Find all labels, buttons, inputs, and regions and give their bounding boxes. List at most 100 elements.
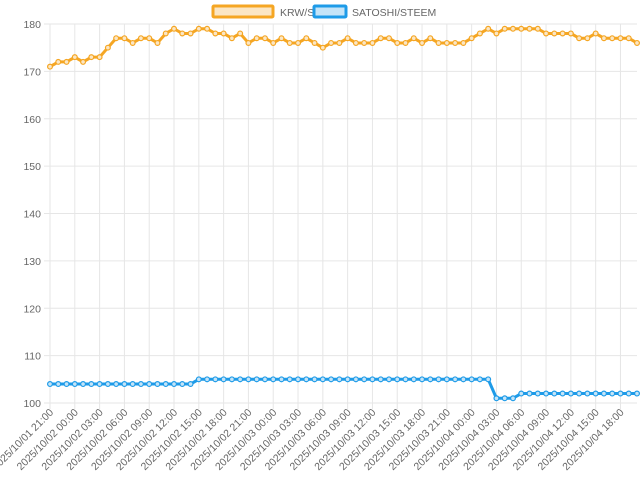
data-point	[129, 381, 136, 388]
data-point	[278, 376, 285, 383]
data-point	[137, 35, 144, 42]
data-point	[435, 39, 442, 46]
data-point	[476, 376, 483, 383]
data-point	[534, 390, 541, 397]
data-point	[410, 376, 417, 383]
data-point	[369, 376, 376, 383]
y-tick-label: 160	[23, 114, 41, 126]
data-point	[162, 30, 169, 37]
data-point	[633, 390, 640, 397]
data-point	[220, 376, 227, 383]
data-point	[63, 381, 70, 388]
data-point	[187, 30, 194, 37]
data-point	[443, 376, 450, 383]
data-point	[460, 376, 467, 383]
y-tick-label: 140	[23, 209, 41, 221]
data-point	[171, 381, 178, 388]
data-point	[245, 39, 252, 46]
data-point	[567, 30, 574, 37]
data-point	[501, 25, 508, 32]
data-point	[567, 390, 574, 397]
y-tick-label: 100	[23, 398, 41, 410]
y-tick-label: 110	[24, 351, 41, 363]
data-point	[55, 381, 62, 388]
data-point	[336, 39, 343, 46]
data-point	[245, 376, 252, 383]
data-point	[443, 39, 450, 46]
data-point	[137, 381, 144, 388]
data-point	[543, 390, 550, 397]
data-point	[212, 376, 219, 383]
data-point	[625, 35, 632, 42]
data-point	[212, 30, 219, 37]
data-point	[195, 376, 202, 383]
gridlines	[44, 23, 637, 409]
data-point	[319, 376, 326, 383]
data-point	[270, 376, 277, 383]
data-point	[113, 35, 120, 42]
data-point	[518, 25, 525, 32]
data-point	[71, 54, 78, 61]
data-point	[410, 35, 417, 42]
data-point	[584, 35, 591, 42]
legend-swatch	[211, 4, 275, 19]
legend: KRW/STEEM SATOSHI/STEEM	[211, 4, 436, 19]
series-line	[48, 27, 639, 69]
data-point	[261, 35, 268, 42]
data-point	[427, 35, 434, 42]
data-point	[419, 39, 426, 46]
data-point	[162, 381, 169, 388]
data-point	[385, 376, 392, 383]
data-point	[179, 30, 186, 37]
data-point	[501, 395, 508, 402]
y-tick-label: 150	[23, 161, 41, 173]
data-point	[253, 376, 260, 383]
data-point	[261, 376, 268, 383]
data-point	[71, 381, 78, 388]
data-point	[253, 35, 260, 42]
data-point	[220, 30, 227, 37]
data-point	[286, 376, 293, 383]
data-point	[328, 39, 335, 46]
data-point	[559, 390, 566, 397]
data-point	[179, 381, 186, 388]
data-point	[113, 381, 120, 388]
data-point	[171, 25, 178, 32]
data-point	[369, 39, 376, 46]
data-point	[419, 376, 426, 383]
data-point	[237, 376, 244, 383]
data-point	[295, 39, 302, 46]
data-point	[576, 35, 583, 42]
legend-label: SATOSHI/STEEM	[352, 7, 436, 19]
data-point	[344, 376, 351, 383]
data-point	[88, 54, 95, 61]
data-point	[319, 44, 326, 51]
data-point	[352, 39, 359, 46]
data-point	[311, 39, 318, 46]
data-point	[311, 376, 318, 383]
data-point	[559, 30, 566, 37]
y-tick-label: 120	[23, 303, 41, 315]
data-point	[96, 54, 103, 61]
data-point	[204, 25, 211, 32]
data-point	[187, 381, 194, 388]
data-point	[600, 35, 607, 42]
data-point	[278, 35, 285, 42]
data-point	[468, 376, 475, 383]
data-point	[534, 25, 541, 32]
data-point	[377, 35, 384, 42]
data-point	[518, 390, 525, 397]
y-tick-label: 180	[23, 19, 41, 31]
data-point	[584, 390, 591, 397]
data-point	[394, 376, 401, 383]
data-point	[80, 58, 87, 65]
data-point	[592, 390, 599, 397]
data-point	[303, 35, 310, 42]
data-point	[551, 30, 558, 37]
series-satoshi-steem	[46, 376, 640, 402]
data-point	[551, 390, 558, 397]
y-tick-label: 130	[23, 256, 41, 268]
data-point	[509, 25, 516, 32]
data-point	[592, 30, 599, 37]
